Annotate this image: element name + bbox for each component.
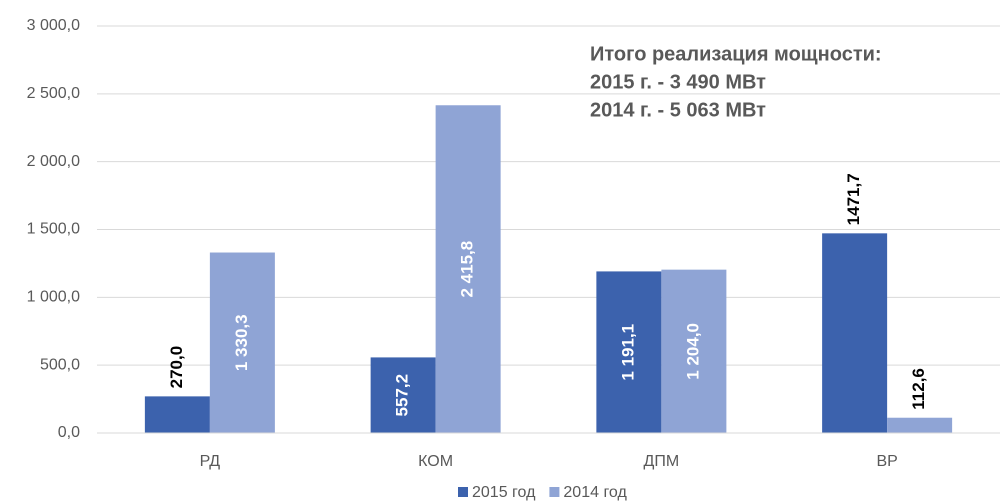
y-tick-label: 1 500,0 xyxy=(27,221,80,238)
data-label: 1 204,0 xyxy=(683,323,702,380)
data-label: 270,0 xyxy=(167,346,186,389)
data-label: 1 330,3 xyxy=(232,314,251,371)
x-tick-label: РД xyxy=(200,453,221,470)
annotation: Итого реализация мощности: xyxy=(590,43,882,65)
bar xyxy=(209,252,275,433)
legend-label: 2014 год xyxy=(563,484,627,501)
y-tick-label: 0,0 xyxy=(58,424,80,441)
bar xyxy=(435,105,501,433)
bar xyxy=(661,269,727,433)
y-tick-label: 1 000,0 xyxy=(27,289,80,306)
annotation: 2014 г. - 5 063 МВт xyxy=(590,99,766,121)
x-tick-label: ВР xyxy=(876,453,897,470)
data-label: 112,6 xyxy=(909,368,928,410)
x-tick-label: КОМ xyxy=(418,453,453,470)
x-tick-label: ДПМ xyxy=(644,453,680,470)
bar xyxy=(822,233,888,433)
bar xyxy=(144,396,210,433)
legend-label: 2015 год xyxy=(472,484,536,501)
bar xyxy=(370,357,436,433)
data-label: 557,2 xyxy=(393,374,412,417)
y-tick-label: 500,0 xyxy=(40,356,80,373)
data-label: 1 191,1 xyxy=(618,324,637,381)
legend-swatch xyxy=(549,487,560,497)
y-tick-label: 3 000,0 xyxy=(27,17,80,34)
data-label: 2 415,8 xyxy=(458,241,477,298)
data-label: 1471,7 xyxy=(844,173,863,225)
y-tick-label: 2 500,0 xyxy=(27,85,80,102)
bar xyxy=(596,271,662,433)
bar xyxy=(887,417,953,433)
legend-swatch xyxy=(458,487,468,497)
annotation: 2015 г. - 3 490 МВт xyxy=(590,71,766,93)
y-tick-label: 2 000,0 xyxy=(27,153,80,170)
